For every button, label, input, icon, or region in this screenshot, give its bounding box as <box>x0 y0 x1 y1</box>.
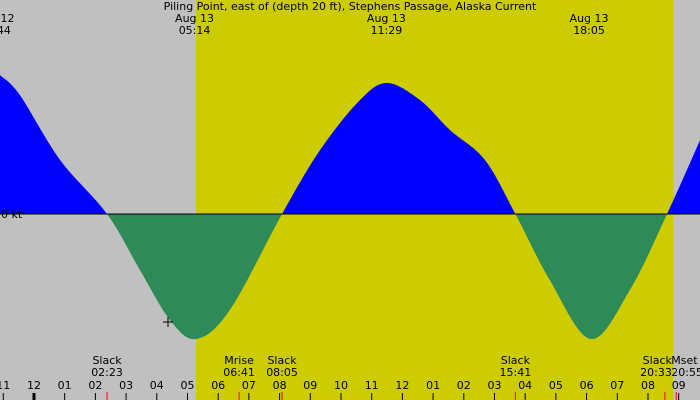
peak-date: Aug 13 <box>175 12 214 25</box>
current-area <box>0 75 700 340</box>
x-tick-label: 07 <box>242 379 256 392</box>
zero-label: 0 kt <box>1 208 23 221</box>
event-name: Mset <box>671 354 698 367</box>
peak-date: Aug 13 <box>570 12 609 25</box>
event-name: Slack <box>92 354 122 367</box>
event-name: Slack <box>267 354 297 367</box>
event-time: 15:41 <box>500 366 532 379</box>
event-name: Slack <box>643 354 673 367</box>
event-time: 20:33 <box>640 366 672 379</box>
x-tick-label: 11 <box>365 379 379 392</box>
x-tick-label: 11 <box>0 379 10 392</box>
x-tick-label: 03 <box>119 379 133 392</box>
peak-time: 11:29 <box>371 24 403 37</box>
x-tick-label: 04 <box>150 379 164 392</box>
x-tick-label: 01 <box>58 379 72 392</box>
x-tick-label: 12 <box>395 379 409 392</box>
x-tick-label: 02 <box>88 379 102 392</box>
peak-date: Aug 12 <box>0 12 14 25</box>
peak-date: Aug 13 <box>367 12 406 25</box>
x-tick-label: 08 <box>641 379 655 392</box>
x-tick-label: 10 <box>334 379 348 392</box>
chart-title: Piling Point, east of (depth 20 ft), Ste… <box>164 0 537 13</box>
event-time: 08:05 <box>266 366 298 379</box>
x-tick-label: 09 <box>672 379 686 392</box>
x-tick-label: 09 <box>303 379 317 392</box>
cursor <box>163 317 173 327</box>
x-tick-label: 12 <box>27 379 41 392</box>
x-tick-label: 07 <box>610 379 624 392</box>
x-tick-label: 06 <box>580 379 594 392</box>
x-tick-label: 08 <box>273 379 287 392</box>
x-tick-label: 05 <box>549 379 563 392</box>
x-tick-label: 04 <box>518 379 532 392</box>
event-time: 02:23 <box>91 366 123 379</box>
event-name: Slack <box>501 354 531 367</box>
x-tick-label: 06 <box>211 379 225 392</box>
peak-time: 22:44 <box>0 24 11 37</box>
peak-time: 18:05 <box>573 24 605 37</box>
x-tick-label: 03 <box>487 379 501 392</box>
event-time: 20:55 <box>671 366 700 379</box>
event-name: Mrise <box>224 354 254 367</box>
x-tick-label: 01 <box>426 379 440 392</box>
x-tick-label: 05 <box>180 379 194 392</box>
event-time: 06:41 <box>223 366 255 379</box>
x-tick-label: 02 <box>457 379 471 392</box>
peak-time: 05:14 <box>179 24 211 37</box>
